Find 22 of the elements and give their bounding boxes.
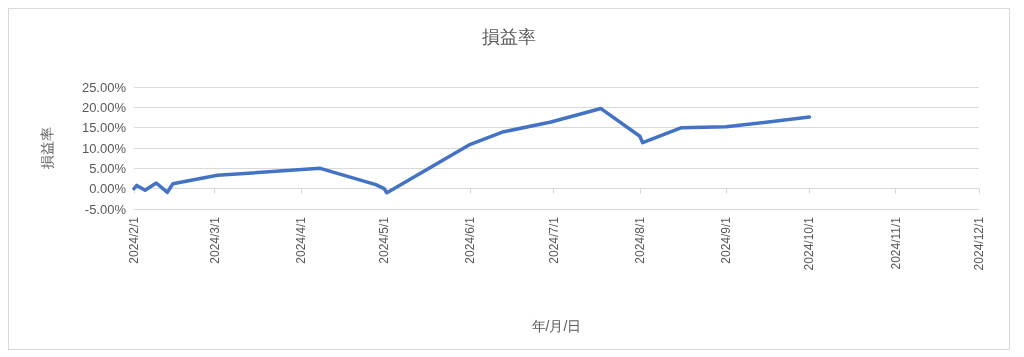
x-tick-label: 2024/11/1 [888,216,903,270]
y-tick-label: 5.00% [89,160,127,176]
y-tick-label: -5.00% [84,201,127,217]
x-tick-label: 2024/3/1 [207,216,222,264]
x-tick-label: 2024/5/1 [377,216,392,264]
x-tick-label: 2024/12/1 [972,216,986,271]
y-tick-label: 15.00% [81,120,127,136]
x-tick-label: 2024/6/1 [463,216,478,264]
y-tick-label: 0.00% [89,181,127,197]
y-tick-label: 25.00% [81,79,127,95]
x-tick-label: 2024/10/1 [802,216,817,271]
y-tick-label: 20.00% [81,99,127,115]
x-tick-label: 2024/2/1 [127,216,141,264]
line-series [132,106,812,195]
x-tick-label: 2024/4/1 [293,216,308,264]
x-axis-title: 年/月/日 [531,318,582,334]
x-tick-label: 2024/8/1 [632,216,647,264]
y-axis-title: 損益率 [39,127,55,169]
x-tick-label: 2024/9/1 [719,216,734,264]
chart-title: 損益率 [482,27,536,47]
y-tick-label: 10.00% [81,140,127,156]
x-tick-label: 2024/7/1 [546,216,561,264]
